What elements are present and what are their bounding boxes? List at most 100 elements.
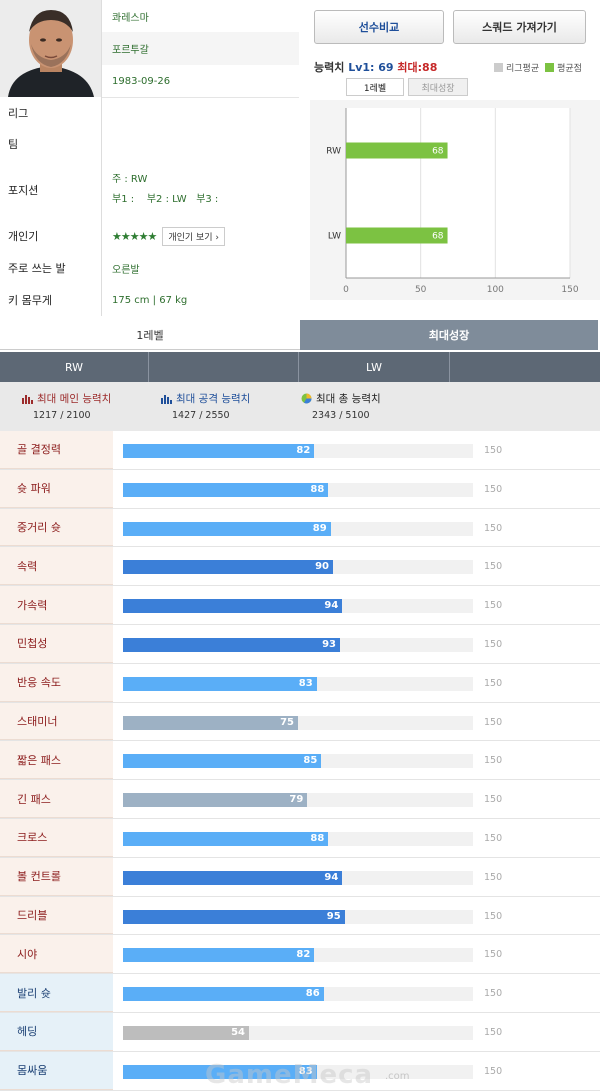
attribute-value: 85: [303, 755, 318, 767]
attribute-bar: 85: [123, 754, 322, 769]
attribute-row: 몸싸움 83 150: [0, 1051, 600, 1091]
player-profile: 리그 팀 포지션 개인기 주로 쓰는 발 키 몸무게 콰레스마 포르투갈 198…: [0, 0, 600, 316]
attribute-track: 88: [123, 482, 473, 497]
summary-total: 최대 총 능력치 2343 / 5100: [301, 391, 381, 421]
bar-value-label: 68: [432, 147, 444, 157]
mini-tab-max-growth[interactable]: 최대성장: [408, 78, 468, 96]
attribute-row: 긴 패스 79 150: [0, 780, 600, 819]
attribute-bar: 89: [123, 521, 331, 536]
attribute-row: 가속력 94 150: [0, 586, 600, 625]
player-skill: ★★★★★ 개인기 보기 ›: [102, 220, 299, 252]
pie-chart-icon: [301, 393, 312, 404]
attribute-track: 82: [123, 444, 473, 458]
attribute-name: 골 결정력: [0, 431, 113, 469]
attribute-value: 89: [312, 522, 327, 534]
attribute-name: 시야: [0, 935, 113, 974]
ability-max: 최대:88: [397, 61, 438, 74]
attribute-name: 크로스: [0, 818, 113, 857]
attribute-max: 150: [484, 755, 503, 767]
position-tab-empty: [450, 352, 600, 382]
summary-main-title: 최대 메인 능력치: [37, 393, 112, 405]
attribute-name: 몸싸움: [0, 1051, 113, 1090]
player-team: [102, 128, 299, 160]
attribute-max: 150: [484, 1065, 503, 1077]
player-birth: 1983-09-26: [112, 75, 171, 87]
player-nation: 포르투갈: [102, 32, 299, 65]
legend-league-swatch: [494, 63, 503, 72]
summary-total-title: 최대 총 능력치: [316, 393, 381, 405]
attribute-value: 95: [326, 910, 341, 922]
label-league: 리그: [8, 106, 29, 120]
tab-max-growth[interactable]: 최대성장: [300, 320, 598, 350]
squad-button[interactable]: 스쿼드 가져가기: [453, 10, 586, 44]
attribute-bar: 82: [123, 948, 315, 963]
attribute-value: 94: [324, 871, 339, 883]
level-tabs: 1레벨 최대성장: [0, 320, 600, 350]
attribute-name: 가속력: [0, 586, 113, 624]
attribute-row: 중거리 슛 89 150: [0, 508, 600, 548]
bar-value-label: 68: [432, 232, 444, 242]
attribute-name: 민첩성: [0, 624, 113, 663]
attribute-row: 드리블 95 150: [0, 896, 600, 936]
attribute-value: 94: [324, 600, 339, 612]
attribute-name: 헤딩: [0, 1012, 113, 1051]
position-tab-lw[interactable]: LW: [299, 352, 450, 382]
legend-league-label: 리그평균: [506, 64, 540, 74]
bar: [346, 142, 448, 159]
attribute-max: 150: [484, 561, 503, 573]
x-tick-label: 100: [487, 285, 504, 295]
label-foot: 주로 쓰는 발: [8, 262, 66, 275]
label-team: 팀: [8, 138, 19, 151]
attribute-value: 90: [315, 561, 329, 573]
attribute-bar: 93: [123, 637, 340, 652]
summary-total-value: 2343 / 5100: [312, 410, 370, 421]
attribute-track: 88: [123, 831, 473, 846]
attribute-name: 볼 컨트롤: [0, 857, 113, 896]
ability-prefix: 능력치: [314, 61, 349, 74]
attribute-bar: 79: [123, 793, 308, 808]
attribute-max: 150: [484, 949, 503, 961]
attribute-max: 150: [484, 988, 503, 1000]
summary-attack-value: 1427 / 2550: [172, 410, 230, 421]
x-tick-label: 50: [415, 285, 427, 295]
attribute-track: 93: [123, 637, 473, 652]
attribute-name: 반응 속도: [0, 663, 113, 702]
mini-tab-level1[interactable]: 1레벨: [346, 78, 404, 96]
attribute-row: 속력 90 150: [0, 547, 600, 587]
attribute-row: 민첩성 93 150: [0, 624, 600, 664]
attribute-max: 150: [484, 638, 503, 650]
attribute-value: 93: [322, 638, 336, 650]
attribute-track: 94: [123, 870, 473, 885]
attribute-max: 150: [484, 600, 503, 612]
summary-attack: 최대 공격 능력치 1427 / 2550: [161, 391, 250, 421]
mini-tabs: 1레벨 최대성장: [346, 78, 468, 96]
player-body: 175 cm | 67 kg: [112, 294, 188, 306]
watermark-brand: GameMeca: [205, 1060, 374, 1090]
attribute-bar: 94: [123, 870, 343, 885]
plot-area: [346, 108, 570, 278]
attribute-row: 슛 파워 88 150: [0, 469, 600, 509]
attribute-max: 150: [484, 794, 503, 806]
attribute-value: 54: [231, 1026, 245, 1038]
attribute-value: 88: [310, 483, 325, 495]
position-tab-empty: [149, 352, 299, 382]
attribute-value: 88: [310, 832, 325, 844]
category-label: RW: [326, 147, 341, 157]
attribute-row: 골 결정력 82 150: [0, 431, 600, 470]
attribute-track: 90: [123, 560, 473, 575]
attribute-bar: 90: [123, 560, 333, 575]
compare-button[interactable]: 선수비교: [314, 10, 444, 44]
attribute-track: 94: [123, 599, 473, 614]
attribute-row: 헤딩 54 150: [0, 1012, 600, 1052]
attribute-track: 54: [123, 1025, 473, 1040]
attribute-max: 150: [484, 1026, 503, 1038]
attribute-max: 150: [484, 910, 503, 922]
x-tick-label: 150: [561, 285, 578, 295]
attribute-track: 83: [123, 1064, 473, 1079]
tab-level1[interactable]: 1레벨: [0, 320, 300, 350]
attribute-track: 86: [123, 987, 473, 1002]
attribute-name: 스태미너: [0, 702, 113, 741]
attribute-name: 슛 파워: [0, 469, 113, 508]
skill-view-button[interactable]: 개인기 보기 ›: [162, 226, 226, 246]
position-tab-rw[interactable]: RW: [0, 352, 149, 382]
